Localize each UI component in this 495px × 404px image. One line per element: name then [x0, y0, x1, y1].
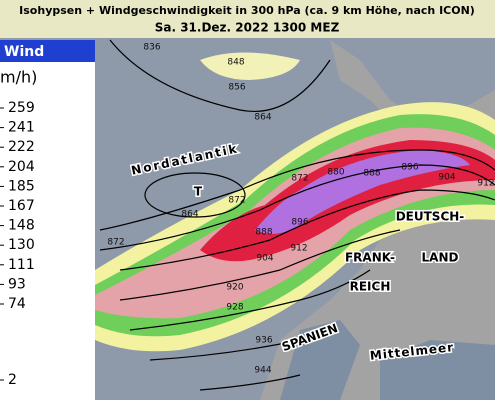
legend-value: 74: [8, 296, 26, 312]
isohypse-label: 836: [143, 43, 160, 53]
legend-value: 241: [8, 120, 35, 136]
legend-values: 259 241 222 204 185 167 148 130 111 93 74 2: [0, 100, 35, 388]
isohypse-label: 896: [291, 218, 308, 228]
isohypse-label: 896: [401, 163, 418, 173]
wind-band-purple: [255, 150, 470, 234]
isohypse-label: 904: [438, 173, 455, 183]
legend-value: 222: [8, 139, 35, 155]
legend-header: [0, 40, 95, 62]
legend-value: 148: [8, 218, 35, 234]
isohypse-label: 856: [228, 83, 245, 93]
wind-band-yellow: [200, 52, 300, 80]
subtitle: Sa. 31.Dez. 2022 1300 MEZ: [155, 21, 340, 35]
legend-value: 93: [8, 276, 26, 292]
isohypse-label: 872: [291, 174, 308, 184]
isohypse-label: 928: [226, 303, 243, 313]
isohypse-label: 888: [255, 228, 272, 238]
isohypse-label: 872: [107, 238, 124, 248]
region-label: LAND: [422, 251, 459, 265]
sea: [280, 320, 495, 400]
isohypse-label: 888: [363, 169, 380, 179]
legend-value: 185: [8, 178, 35, 194]
isohypse-label: 880: [327, 168, 344, 178]
region-label: DEUTSCH-: [396, 210, 465, 224]
legend-value: 259: [8, 100, 35, 116]
isohypse-label: 864: [181, 210, 198, 220]
legend-panel: [0, 40, 95, 400]
isohypse-label: 920: [226, 283, 243, 293]
isohypse-label: 944: [254, 366, 271, 376]
region-label: REICH: [350, 280, 391, 294]
title-bar: [0, 0, 495, 38]
isohypse-label: 904: [256, 254, 273, 264]
legend-value: 2: [8, 372, 17, 388]
isohypse-label: 848: [227, 58, 244, 68]
title: Isohypsen + Windgeschwindigkeit in 300 h…: [19, 4, 475, 17]
legend-value: 111: [8, 257, 35, 273]
legend-value: 167: [8, 198, 35, 214]
legend-unit: m/h): [0, 68, 37, 87]
isohypse-label: 936: [255, 336, 272, 346]
legend-title: Wind: [4, 44, 44, 60]
isohypse-lines: [99, 39, 495, 391]
region-label: FRANK-: [345, 251, 395, 265]
low-marker: T: [194, 185, 203, 199]
legend-value: 204: [8, 159, 35, 175]
legend-value: 130: [8, 237, 35, 253]
isohypse-label: 912: [477, 179, 494, 189]
isohypse-label: 864: [254, 113, 271, 123]
isohypse-label: 912: [290, 244, 307, 254]
isohypse-label: 872: [228, 196, 245, 206]
